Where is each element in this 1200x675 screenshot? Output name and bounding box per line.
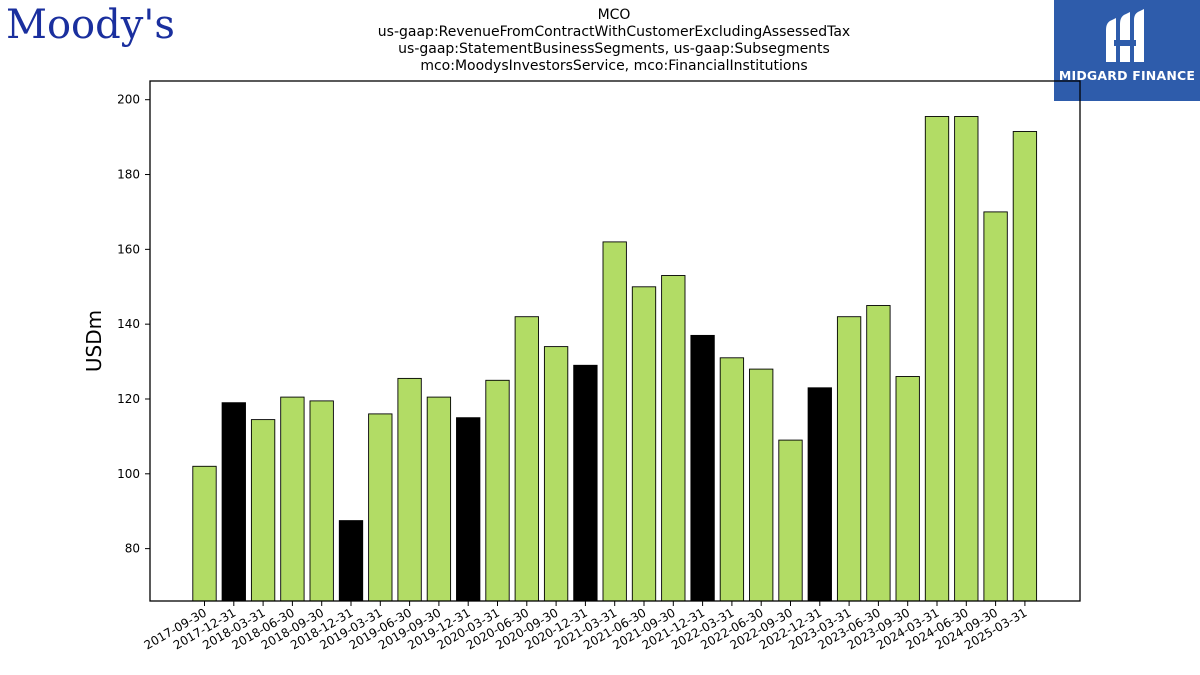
midgard-finance-logo: MIDGARD FINANCE: [1054, 0, 1200, 101]
title-line-2: us-gaap:RevenueFromContractWithCustomerE…: [377, 24, 851, 40]
title-line-3: us-gaap:StatementBusinessSegments, us-ga…: [398, 41, 830, 57]
bar-2020-09-30: [543, 346, 569, 602]
y-tick-label: 200: [117, 93, 140, 107]
bar-2024-09-30: [983, 211, 1008, 602]
plot-frame: [149, 80, 1081, 602]
bar-2022-06-30: [749, 368, 774, 602]
x-axis: 2017-09-302017-12-312018-03-312018-06-30…: [142, 601, 1029, 652]
title-line-4: mco:MoodysInvestorsService, mco:Financia…: [420, 58, 808, 74]
y-axis: 80 100 120 140 160 180 200: [117, 93, 150, 556]
y-tick-label: 160: [117, 242, 140, 256]
bars-group: [192, 116, 1038, 602]
bar-2018-03-31: [250, 419, 276, 602]
bar-2020-03-31: [485, 379, 510, 602]
midgard-logo-text: MIDGARD FINANCE: [1058, 68, 1196, 83]
bar-2023-09-30: [895, 376, 920, 602]
y-tick-label: 140: [117, 317, 140, 331]
bar-2021-12-31: [690, 334, 715, 602]
bar-2023-06-30: [866, 305, 891, 602]
midgard-mark-icon: [1106, 9, 1144, 62]
bar-2021-03-31: [602, 241, 627, 602]
chart-title: MCO us-gaap:RevenueFromContractWithCusto…: [314, 7, 914, 75]
y-axis-label: USDm: [82, 310, 106, 372]
bar-2024-06-30: [954, 116, 979, 602]
bar-2022-03-31: [719, 357, 745, 602]
bar-2018-12-31: [338, 520, 364, 602]
bar-2024-03-31: [924, 116, 950, 602]
bar-2021-06-30: [631, 286, 657, 602]
bar-2025-03-31: [1012, 131, 1038, 602]
moodys-logo-text: Moody's: [6, 2, 175, 48]
bar-2020-12-31: [573, 364, 598, 602]
y-tick-label: 80: [125, 542, 140, 556]
bar-2019-03-31: [368, 413, 393, 602]
bar-2018-09-30: [309, 400, 334, 602]
bar-2021-09-30: [661, 275, 686, 602]
bar-2018-06-30: [280, 396, 305, 602]
bar-2019-06-30: [397, 377, 422, 602]
title-line-1: MCO: [597, 7, 631, 23]
y-tick-label: 100: [117, 467, 140, 481]
bar-2019-12-31: [456, 417, 481, 602]
bar-2017-09-30: [192, 465, 217, 602]
bar-2017-12-31: [221, 402, 246, 602]
bar-2022-09-30: [778, 439, 803, 602]
y-tick-label: 180: [117, 168, 140, 182]
bar-2022-12-31: [807, 387, 832, 602]
y-tick-label: 120: [117, 392, 140, 406]
bar-2019-09-30: [426, 396, 452, 602]
bar-2020-06-30: [514, 316, 539, 602]
bar-2023-03-31: [836, 316, 862, 602]
moodys-logo: Moody's: [6, 2, 175, 48]
